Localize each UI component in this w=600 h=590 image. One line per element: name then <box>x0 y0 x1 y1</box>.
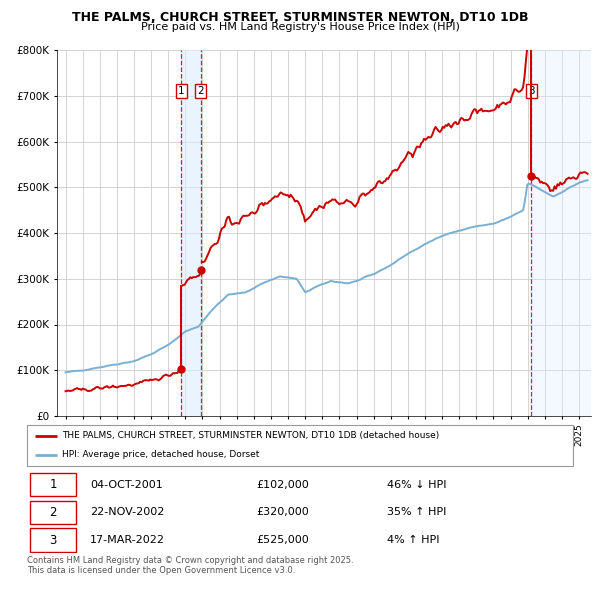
Point <box>176 365 186 374</box>
Text: 35% ↑ HPI: 35% ↑ HPI <box>388 507 447 517</box>
Text: Contains HM Land Registry data © Crown copyright and database right 2025.
This d: Contains HM Land Registry data © Crown c… <box>27 556 353 575</box>
Text: 17-MAR-2022: 17-MAR-2022 <box>90 535 165 545</box>
Text: 22-NOV-2002: 22-NOV-2002 <box>90 507 164 517</box>
Text: £320,000: £320,000 <box>256 507 309 517</box>
Text: 4% ↑ HPI: 4% ↑ HPI <box>388 535 440 545</box>
Text: 3: 3 <box>49 533 56 546</box>
Text: 04-OCT-2001: 04-OCT-2001 <box>90 480 163 490</box>
Bar <box>181 50 200 416</box>
Point <box>196 265 205 274</box>
Text: £525,000: £525,000 <box>256 535 309 545</box>
FancyBboxPatch shape <box>30 528 76 552</box>
Bar <box>531 50 591 416</box>
Text: 2: 2 <box>49 506 56 519</box>
Text: 2: 2 <box>197 86 204 96</box>
FancyBboxPatch shape <box>30 501 76 524</box>
FancyBboxPatch shape <box>27 425 573 466</box>
Text: 1: 1 <box>49 478 56 491</box>
FancyBboxPatch shape <box>30 473 76 496</box>
Text: 1: 1 <box>178 86 185 96</box>
Text: 46% ↓ HPI: 46% ↓ HPI <box>388 480 447 490</box>
Text: £102,000: £102,000 <box>256 480 309 490</box>
Text: THE PALMS, CHURCH STREET, STURMINSTER NEWTON, DT10 1DB: THE PALMS, CHURCH STREET, STURMINSTER NE… <box>72 11 528 24</box>
Text: THE PALMS, CHURCH STREET, STURMINSTER NEWTON, DT10 1DB (detached house): THE PALMS, CHURCH STREET, STURMINSTER NE… <box>62 431 440 441</box>
Point <box>526 171 536 181</box>
Text: HPI: Average price, detached house, Dorset: HPI: Average price, detached house, Dors… <box>62 450 260 460</box>
Text: 3: 3 <box>528 86 535 96</box>
Text: Price paid vs. HM Land Registry's House Price Index (HPI): Price paid vs. HM Land Registry's House … <box>140 22 460 32</box>
